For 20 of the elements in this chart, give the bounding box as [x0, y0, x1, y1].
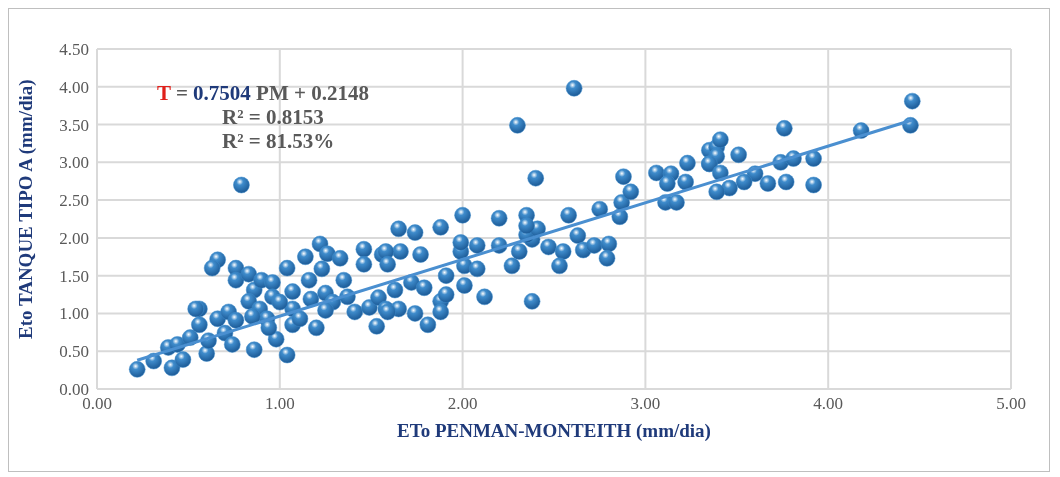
y-tick-label: 1.00 [59, 304, 89, 324]
y-axis-title: Eto TANQUE TIPO A (mm/dia) [14, 79, 37, 339]
x-tick-label: 2.00 [447, 394, 478, 414]
y-tick-label: 4.50 [59, 40, 89, 60]
y-tick-label: 2.50 [59, 191, 89, 211]
x-tick-label: 3.00 [630, 394, 661, 414]
x-tick-label: 4.00 [813, 394, 844, 414]
annotation: R² = 81.53% [222, 129, 335, 153]
x-tick-label: 5.00 [996, 394, 1026, 414]
x-tick-label: 1.00 [264, 394, 295, 414]
y-tick-label: 3.00 [59, 153, 89, 173]
y-tick-label: 3.50 [59, 115, 89, 135]
x-tick-label: 0.00 [82, 394, 112, 414]
y-tick-label: 0.50 [59, 342, 89, 362]
y-tick-label: 2.00 [59, 228, 89, 248]
annotation: T = 0.7504 PM + 0.2148 [157, 81, 369, 105]
y-tick-label: 4.00 [59, 77, 89, 97]
y-tick-label: 1.50 [59, 266, 89, 286]
x-axis-title: ETo PENMAN-MONTEITH (mm/dia) [397, 420, 711, 442]
annotation: R² = 0.8153 [222, 105, 324, 129]
